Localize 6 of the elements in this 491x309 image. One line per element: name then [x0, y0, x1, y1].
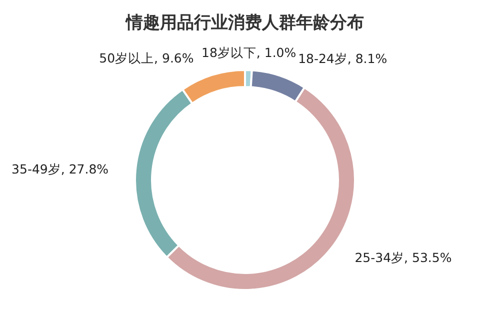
slice-label: 35-49岁, 27.8% [12, 162, 109, 177]
slice-label: 50岁以上, 9.6% [99, 50, 194, 66]
slice-label: 18岁以下, 1.0% [202, 45, 296, 60]
slice-label: 25-34岁, 53.5% [354, 250, 452, 265]
slice-label: 18-24岁, 8.1% [298, 51, 388, 66]
chart-title: 情趣用品行业消费人群年龄分布 [125, 13, 364, 33]
